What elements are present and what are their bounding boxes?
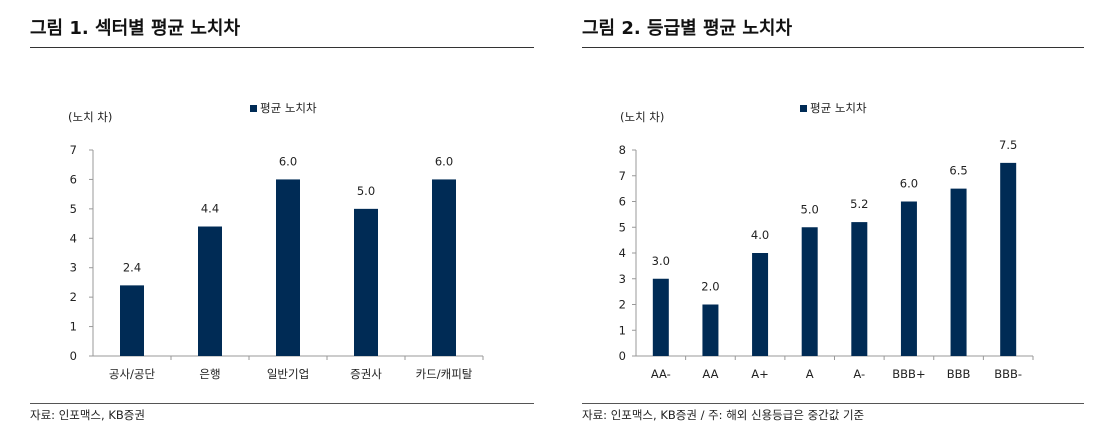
x-tick-label: AA- xyxy=(651,367,671,381)
chart-2-group: (노치 차)평균 노치차0123456783.0AA-2.0AA4.0A+5.0… xyxy=(619,101,1034,381)
bar xyxy=(752,253,769,356)
bar xyxy=(276,179,300,356)
y-tick-label: 1 xyxy=(70,320,77,334)
legend-swatch xyxy=(250,105,257,112)
bar xyxy=(801,227,818,356)
x-tick-label: BBB+ xyxy=(892,367,925,381)
figure-2-top-rule xyxy=(582,47,1084,48)
figure-2-title: 그림 2. 등급별 평균 노치차 xyxy=(582,18,793,39)
y-tick-label: 0 xyxy=(619,349,626,363)
figure-2-bottom-rule xyxy=(582,403,1084,404)
figure-1-top-rule xyxy=(30,47,534,48)
data-label: 7.5 xyxy=(999,138,1017,152)
figure-2-chart: (노치 차)평균 노치차0123456783.0AA-2.0AA4.0A+5.0… xyxy=(619,101,1034,381)
bar xyxy=(950,188,967,356)
y-tick-label: 0 xyxy=(70,349,77,363)
y-tick-label: 3 xyxy=(70,261,77,275)
data-label: 5.0 xyxy=(801,202,819,216)
x-tick-label: BBB xyxy=(947,367,971,381)
x-tick-label: BBB- xyxy=(994,367,1022,381)
y-tick-label: 8 xyxy=(619,143,626,157)
data-label: 6.5 xyxy=(949,164,967,178)
data-label: 4.4 xyxy=(201,202,219,216)
data-label: 5.0 xyxy=(357,184,375,198)
y-tick-label: 7 xyxy=(70,143,77,157)
y-tick-label: 6 xyxy=(70,172,77,186)
data-label: 2.0 xyxy=(701,280,719,294)
figure-1-source: 자료: 인포맥스, KB증권 xyxy=(30,408,145,422)
y-tick-label: 2 xyxy=(619,298,626,312)
y-tick-label: 4 xyxy=(619,246,626,260)
bar xyxy=(900,201,917,356)
data-label: 2.4 xyxy=(123,260,141,274)
x-tick-label: A+ xyxy=(751,367,769,381)
figure-2-panel: 그림 2. 등급별 평균 노치차 (노치 차) 평균 노치차 0 1 2 3 4 5 6 7 8 3.… xyxy=(578,0,1104,436)
legend-swatch xyxy=(800,105,807,112)
data-label: 6.0 xyxy=(900,177,918,191)
y-tick-label: 5 xyxy=(70,202,77,216)
x-tick-label: 카드/캐피탈 xyxy=(416,367,473,381)
legend-label: 평균 노치차 xyxy=(260,101,317,115)
figure-1-title: 그림 1. 섹터별 평균 노치차 xyxy=(30,18,241,39)
data-label: 3.0 xyxy=(652,254,670,268)
y-tick-label: 2 xyxy=(70,290,77,304)
bar xyxy=(702,304,719,356)
bar xyxy=(354,208,378,356)
y-axis-title: (노치 차) xyxy=(620,110,664,124)
data-label: 5.2 xyxy=(850,197,868,211)
bar xyxy=(432,179,456,356)
x-tick-label: A xyxy=(806,367,814,381)
y-tick-label: 4 xyxy=(70,231,77,245)
data-label: 6.0 xyxy=(435,154,453,168)
y-tick-label: 6 xyxy=(619,195,626,209)
y-tick-label: 5 xyxy=(619,220,626,234)
data-label: 4.0 xyxy=(751,228,769,242)
data-label: 6.0 xyxy=(279,154,297,168)
bar xyxy=(652,278,669,356)
x-tick-label: 일반기업 xyxy=(267,367,309,381)
x-tick-label: 증권사 xyxy=(350,367,382,381)
bar xyxy=(851,222,868,356)
x-tick-label: 은행 xyxy=(199,367,220,381)
x-tick-label: 공사/공단 xyxy=(109,367,156,381)
chart-1-group: (노치 차) 평균 노치차 0 1 2 3 4 5 6 7 2.4 공사/공단 4.4 은행 6.0 일반기업… xyxy=(68,101,484,381)
figure-1-chart: (노치 차) 평균 노치차 0 1 2 3 4 5 6 7 2.4 공사/공단 4.4 은행 6.0 일반기업… xyxy=(68,101,484,381)
y-axis-title: (노치 차) xyxy=(68,110,112,124)
y-tick-label: 1 xyxy=(619,323,626,337)
x-tick-label: AA xyxy=(702,367,718,381)
figure-2-source: 자료: 인포맥스, KB증권 / 주: 해외 신용등급은 중간값 기준 xyxy=(582,408,865,422)
x-tick-label: A- xyxy=(853,367,865,381)
figure-1-bottom-rule xyxy=(30,403,534,404)
bar xyxy=(1000,162,1017,356)
y-tick-label: 3 xyxy=(619,272,626,286)
figure-1-panel: 그림 1. 섹터별 평균 노치차 (노치 차) 평균 노치차 0 1 2 3 4 5 6 7 2.4… xyxy=(0,0,540,436)
y-tick-label: 7 xyxy=(619,169,626,183)
bar xyxy=(120,285,144,356)
legend-label: 평균 노치차 xyxy=(810,101,867,115)
bar xyxy=(198,226,222,356)
